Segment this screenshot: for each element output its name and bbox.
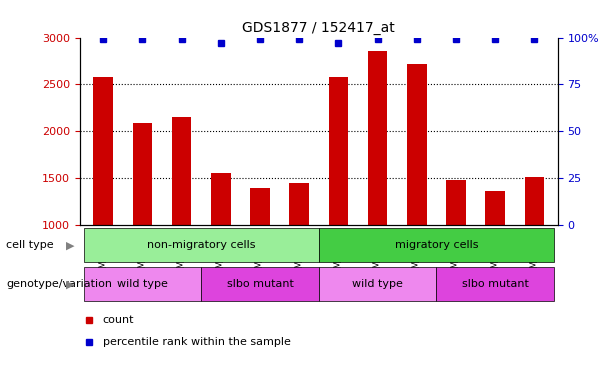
Bar xyxy=(329,77,348,225)
Bar xyxy=(436,267,554,301)
Text: cell type: cell type xyxy=(6,240,54,250)
Bar xyxy=(446,180,466,225)
Text: genotype/variation: genotype/variation xyxy=(6,279,112,289)
Bar xyxy=(250,188,270,225)
Bar xyxy=(525,177,544,225)
Bar xyxy=(83,267,201,301)
Title: GDS1877 / 152417_at: GDS1877 / 152417_at xyxy=(242,21,395,35)
Text: ▶: ▶ xyxy=(66,240,75,250)
Bar xyxy=(211,172,230,225)
Text: slbo mutant: slbo mutant xyxy=(462,279,528,289)
Bar xyxy=(368,51,387,225)
Text: non-migratory cells: non-migratory cells xyxy=(147,240,256,250)
Text: ▶: ▶ xyxy=(66,279,75,289)
Bar xyxy=(319,267,436,301)
Bar xyxy=(83,228,319,262)
Text: wild type: wild type xyxy=(352,279,403,289)
Text: wild type: wild type xyxy=(117,279,168,289)
Text: migratory cells: migratory cells xyxy=(395,240,478,250)
Bar xyxy=(93,77,113,225)
Bar xyxy=(201,267,319,301)
Bar xyxy=(289,183,309,225)
Text: count: count xyxy=(102,315,134,326)
Bar xyxy=(132,123,152,225)
Text: percentile rank within the sample: percentile rank within the sample xyxy=(102,337,291,347)
Bar xyxy=(485,191,505,225)
Bar xyxy=(407,64,427,225)
Bar xyxy=(319,228,554,262)
Bar xyxy=(172,117,191,225)
Text: slbo mutant: slbo mutant xyxy=(227,279,294,289)
